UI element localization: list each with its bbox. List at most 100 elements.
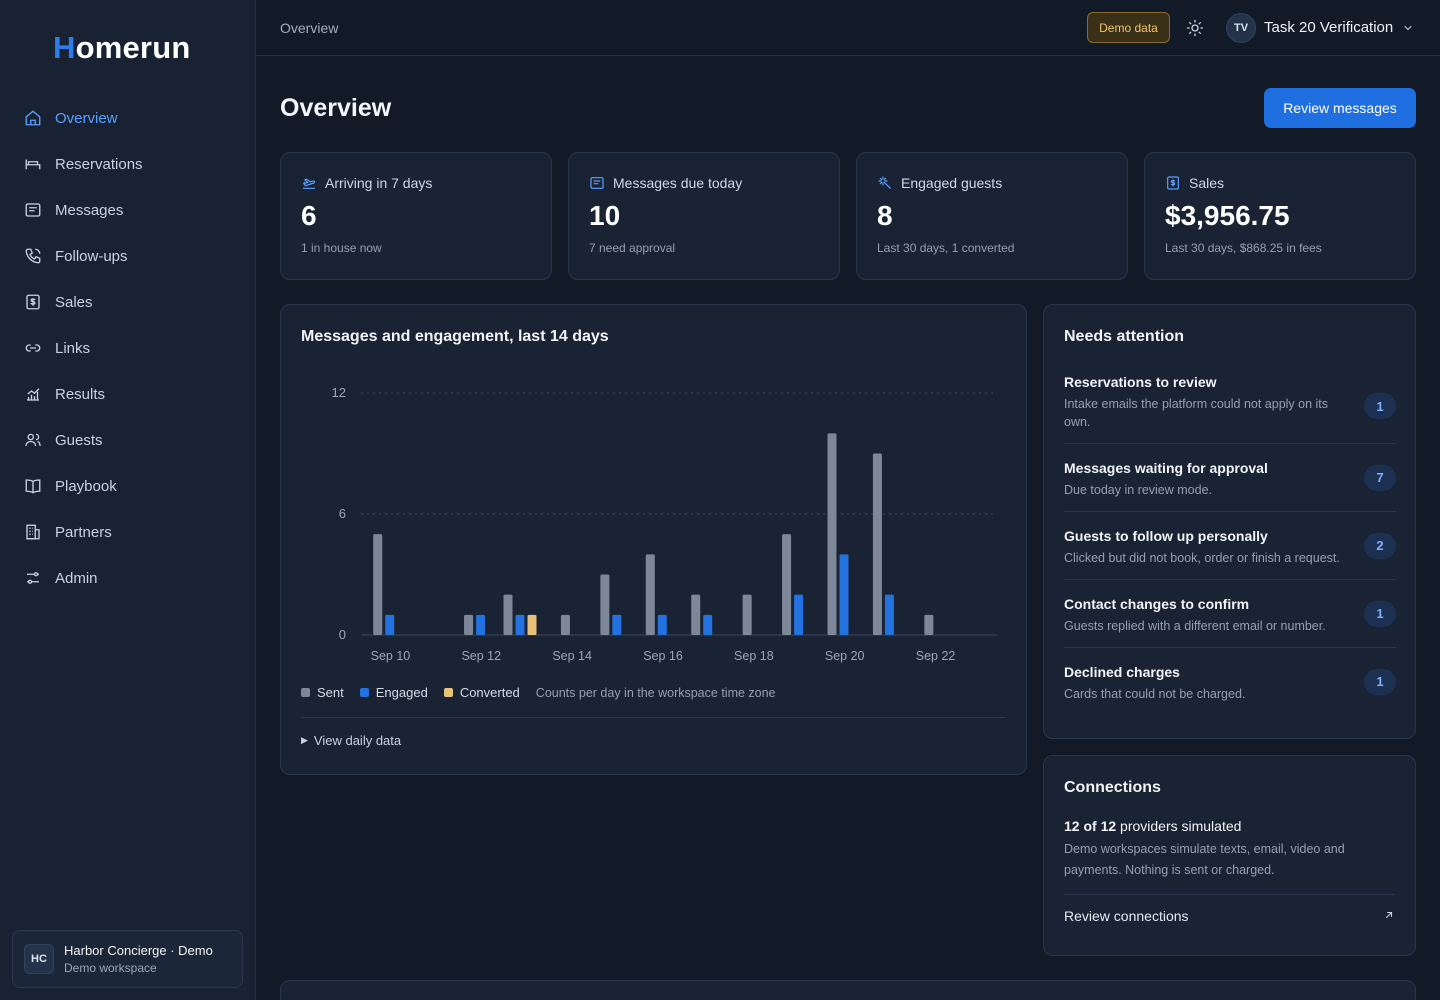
sidebar-item-label: Guests xyxy=(55,431,103,449)
providers-status: 12 of 12 providers simulated xyxy=(1064,818,1241,834)
needs-attention-card: Needs attention Reservations to review I… xyxy=(1043,304,1416,739)
bar-engaged xyxy=(794,594,804,635)
bar-engaged xyxy=(839,554,849,635)
home-icon xyxy=(25,110,41,126)
bar-sent xyxy=(924,614,934,635)
stat-card-sales[interactable]: Sales $3,956.75 Last 30 days, $868.25 in… xyxy=(1144,152,1416,280)
attention-desc: Cards that could not be charged. xyxy=(1064,687,1246,701)
demo-data-badge: Demo data xyxy=(1087,12,1170,43)
sidebar-item-overview[interactable]: Overview xyxy=(12,95,244,141)
stat-card-messages-due[interactable]: Messages due today 10 7 need approval xyxy=(568,152,840,280)
providers-count: 12 of 12 xyxy=(1064,818,1117,834)
legend-label: Engaged xyxy=(375,685,428,700)
sidebar-item-messages[interactable]: Messages xyxy=(12,187,244,233)
y-tick-label: 0 xyxy=(339,627,346,642)
message-icon xyxy=(590,177,604,189)
connections-card: Connections 12 of 12 providers simulated… xyxy=(1043,755,1416,956)
legend-item-engaged: Engaged xyxy=(359,685,428,700)
caret-right-icon: ▶ xyxy=(301,735,308,745)
view-daily-data-toggle[interactable]: ▶ View daily data xyxy=(301,733,401,748)
legend-item-converted: Converted xyxy=(443,685,520,700)
count-badge: 1 xyxy=(1364,600,1396,627)
sidebar-item-label: Follow-ups xyxy=(55,247,128,265)
phone-icon xyxy=(25,248,41,264)
receipt-icon xyxy=(26,294,40,310)
attention-item-reservations[interactable]: Reservations to review Intake emails the… xyxy=(1064,369,1396,444)
sun-icon[interactable] xyxy=(1186,19,1204,37)
homerun-logo[interactable]: Homerun xyxy=(53,30,191,65)
count-badge: 1 xyxy=(1364,668,1396,695)
stat-label: Arriving in 7 days xyxy=(325,175,433,191)
sliders-icon xyxy=(27,572,39,584)
bar-sent xyxy=(600,574,610,635)
engagement-bar-chart: 0 6 12 Sep 10 Sep 12 Sep 14 Sep 16 Sep 18 Sep 20… xyxy=(332,385,997,663)
bar-sent xyxy=(782,534,792,635)
sidebar-item-follow-ups[interactable]: Follow-ups xyxy=(12,233,244,279)
chevron-down-icon[interactable] xyxy=(1402,22,1414,34)
legend-swatch-converted xyxy=(443,688,453,697)
stat-value: 10 xyxy=(589,200,621,231)
attention-item-declined-charges[interactable]: Declined charges Cards that could not be… xyxy=(1064,648,1396,715)
attention-item-approval[interactable]: Messages waiting for approval Due today … xyxy=(1064,444,1396,512)
bar-engaged xyxy=(612,614,622,635)
stat-card-engaged-guests[interactable]: Engaged guests 8 Last 30 days, 1 convert… xyxy=(856,152,1128,280)
attention-item-contact-changes[interactable]: Contact changes to confirm Guests replie… xyxy=(1064,580,1396,648)
bar-engaged xyxy=(657,614,667,635)
attention-item-follow-up[interactable]: Guests to follow up personally Clicked b… xyxy=(1064,512,1396,580)
bar-engaged xyxy=(515,614,525,635)
sidebar: Homerun Overview Reservations Messages F… xyxy=(0,0,256,1000)
count-badge: 2 xyxy=(1364,532,1396,559)
sparkle-icon xyxy=(878,176,891,189)
sidebar-item-links[interactable]: Links xyxy=(12,325,244,371)
stat-label: Engaged guests xyxy=(901,175,1003,191)
attention-title: Contact changes to confirm xyxy=(1064,596,1250,612)
sidebar-item-label: Links xyxy=(55,339,91,357)
breadcrumb: Overview xyxy=(280,20,339,36)
attention-title: Reservations to review xyxy=(1064,374,1217,390)
stat-label: Sales xyxy=(1189,175,1225,191)
sidebar-item-label: Sales xyxy=(55,293,93,311)
x-tick-label: Sep 20 xyxy=(825,649,865,663)
connections-desc: Demo workspaces simulate texts, email, v… xyxy=(1064,842,1345,877)
user-avatar[interactable]: TV xyxy=(1226,13,1256,43)
sidebar-item-partners[interactable]: Partners xyxy=(12,509,244,555)
details-label: View daily data xyxy=(313,733,402,748)
workspace-name: Harbor Concierge · Demo xyxy=(64,943,213,958)
receipt-icon xyxy=(1167,176,1179,190)
sidebar-item-label: Overview xyxy=(55,109,118,127)
workspace-switcher[interactable]: HC Harbor Concierge · Demo Demo workspac… xyxy=(12,930,243,988)
sidebar-item-playbook[interactable]: Playbook xyxy=(12,463,244,509)
external-arrow-icon[interactable] xyxy=(1383,909,1395,921)
x-tick-label: Sep 18 xyxy=(734,649,774,663)
chart-icon xyxy=(27,388,40,401)
count-badge: 1 xyxy=(1364,393,1396,419)
card-title: Connections xyxy=(1064,779,1161,796)
divider xyxy=(301,717,1006,718)
sidebar-item-sales[interactable]: Sales xyxy=(12,279,244,325)
link-icon xyxy=(25,344,41,352)
bed-icon xyxy=(25,159,41,170)
stat-card-arriving[interactable]: Arriving in 7 days 6 1 in house now xyxy=(280,152,552,280)
x-tick-label: Sep 16 xyxy=(643,649,683,663)
attention-desc: Intake emails the platform could not app… xyxy=(1064,397,1329,429)
sidebar-item-admin[interactable]: Admin xyxy=(12,555,244,601)
x-tick-label: Sep 22 xyxy=(916,649,956,663)
sidebar-item-reservations[interactable]: Reservations xyxy=(12,141,244,187)
review-connections-link[interactable]: Review connections xyxy=(1064,908,1189,924)
stat-subtext: 1 in house now xyxy=(301,241,382,255)
sidebar-item-results[interactable]: Results xyxy=(12,371,244,417)
book-icon xyxy=(25,479,41,494)
user-name[interactable]: Task 20 Verification xyxy=(1264,19,1394,36)
building-icon xyxy=(26,524,40,540)
attention-title: Guests to follow up personally xyxy=(1064,528,1268,544)
stat-subtext: Last 30 days, 1 converted xyxy=(877,241,1015,255)
sidebar-item-guests[interactable]: Guests xyxy=(12,417,244,463)
sidebar-item-label: Results xyxy=(55,385,106,403)
review-messages-button[interactable]: Review messages xyxy=(1264,88,1416,128)
attention-title: Declined charges xyxy=(1064,664,1180,680)
message-icon xyxy=(25,203,41,217)
stat-subtext: 7 need approval xyxy=(589,241,676,255)
top-bar: Overview Demo data TV Task 20 Verificati… xyxy=(256,0,1440,56)
workspace-avatar: HC xyxy=(24,944,54,974)
y-tick-label: 12 xyxy=(332,385,346,400)
